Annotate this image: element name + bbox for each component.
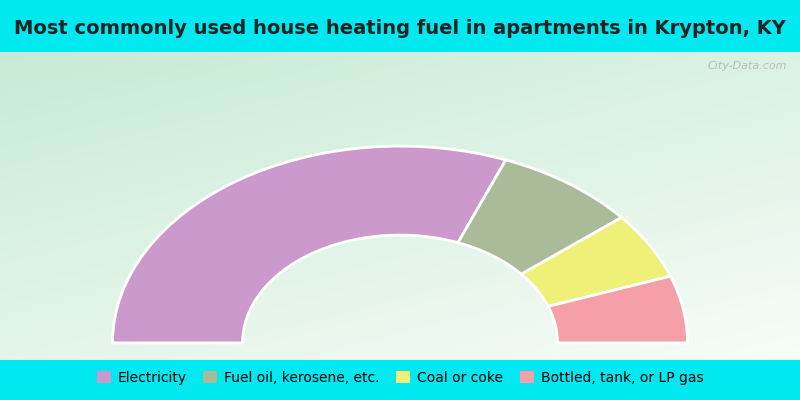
Wedge shape [113, 146, 506, 343]
Text: City-Data.com: City-Data.com [708, 60, 787, 70]
Wedge shape [548, 276, 687, 343]
Text: Most commonly used house heating fuel in apartments in Krypton, KY: Most commonly used house heating fuel in… [14, 19, 786, 38]
Wedge shape [522, 218, 670, 306]
Wedge shape [458, 160, 622, 274]
Legend: Electricity, Fuel oil, kerosene, etc., Coal or coke, Bottled, tank, or LP gas: Electricity, Fuel oil, kerosene, etc., C… [94, 368, 706, 388]
